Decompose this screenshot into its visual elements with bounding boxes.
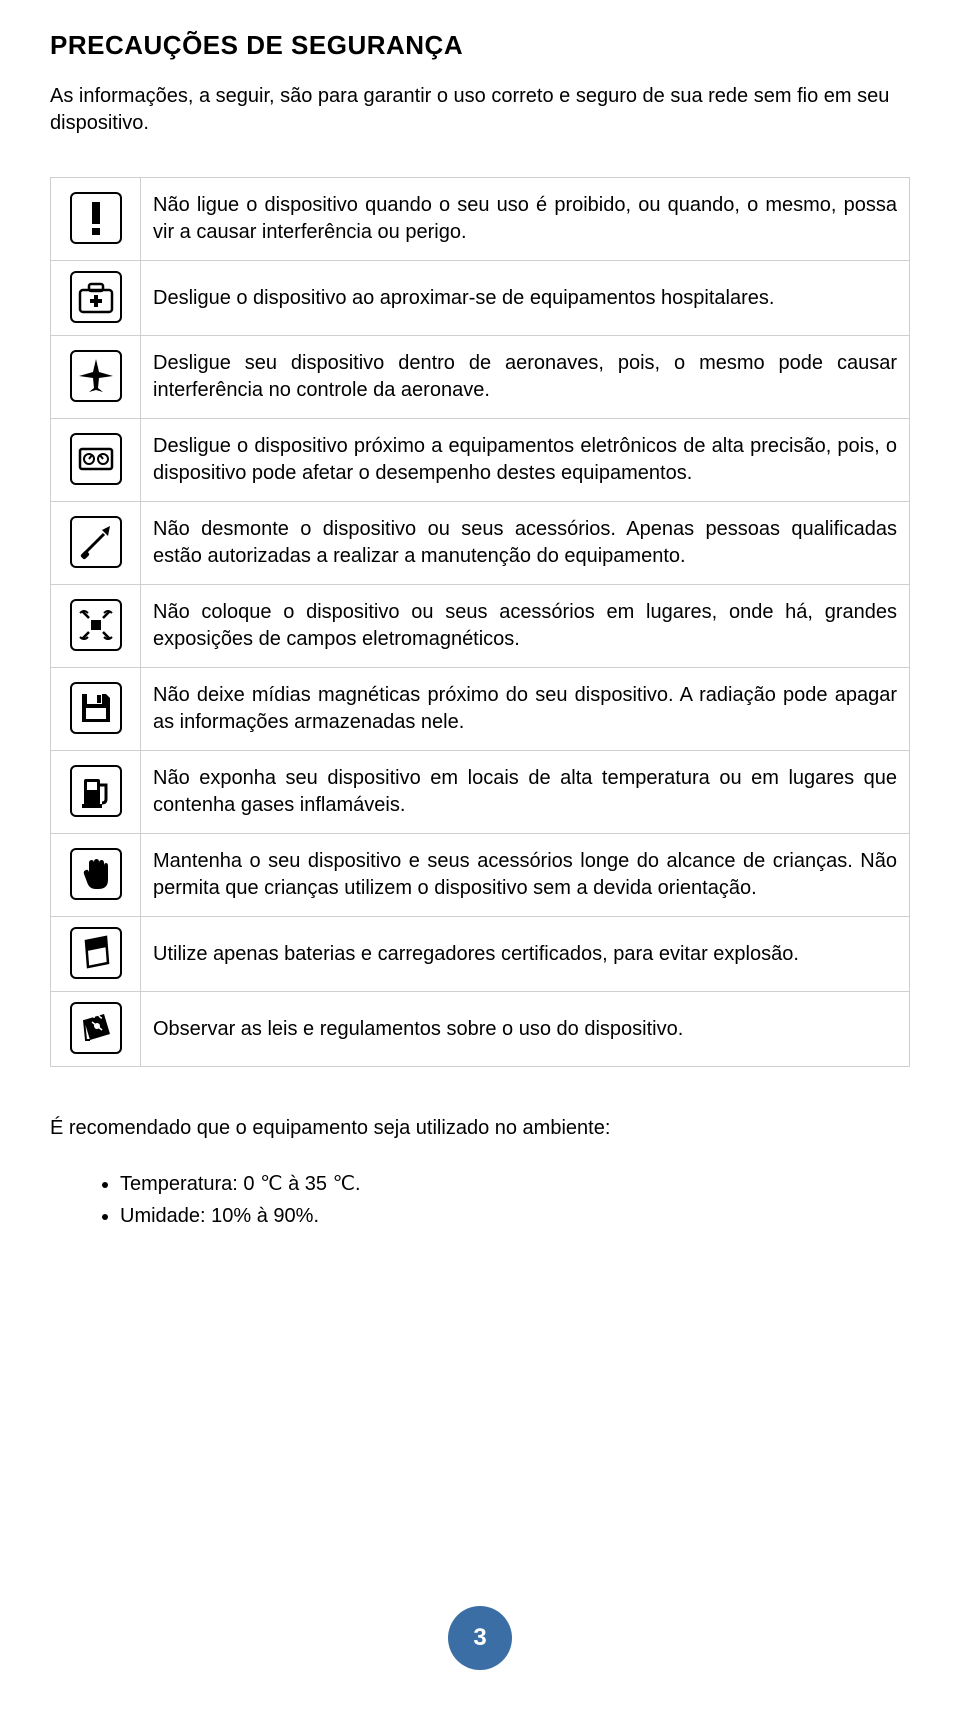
icon-cell <box>51 992 141 1067</box>
environment-list: Temperatura: 0 ℃ à 35 ℃. Umidade: 10% à … <box>120 1168 910 1232</box>
precaution-text: Desligue seu dispositivo dentro de aeron… <box>141 336 910 419</box>
table-row: Desligue o dispositivo próximo a equipam… <box>51 419 910 502</box>
intro-paragraph: As informações, a seguir, são para garan… <box>50 83 910 137</box>
table-row: Desligue seu dispositivo dentro de aeron… <box>51 336 910 419</box>
precaution-text: Observar as leis e regulamentos sobre o … <box>141 992 910 1067</box>
gauges-icon <box>70 433 122 485</box>
plane-icon <box>70 350 122 402</box>
fuel-icon <box>70 765 122 817</box>
screwdrv-icon <box>70 516 122 568</box>
lawbook-icon <box>70 1002 122 1054</box>
precaution-text: Desligue o dispositivo próximo a equipam… <box>141 419 910 502</box>
hand-icon <box>70 848 122 900</box>
exclaim-icon <box>70 192 122 244</box>
icon-cell <box>51 336 141 419</box>
precaution-text: Não exponha seu dispositivo em locais de… <box>141 751 910 834</box>
floppy-icon <box>70 682 122 734</box>
icon-cell <box>51 834 141 917</box>
table-row: Utilize apenas baterias e carregadores c… <box>51 917 910 992</box>
precaution-text: Não coloque o dispositivo ou seus acessó… <box>141 585 910 668</box>
page-title: PRECAUÇÕES DE SEGURANÇA <box>50 30 910 61</box>
precaution-text: Não ligue o dispositivo quando o seu uso… <box>141 178 910 261</box>
recommendation-text: É recomendado que o equipamento seja uti… <box>50 1117 910 1140</box>
table-row: Desligue o dispositivo ao aproximar-se d… <box>51 261 910 336</box>
precaution-text: Utilize apenas baterias e carregadores c… <box>141 917 910 992</box>
table-row: Não ligue o dispositivo quando o seu uso… <box>51 178 910 261</box>
precaution-text: Mantenha o seu dispositivo e seus acessó… <box>141 834 910 917</box>
icon-cell <box>51 419 141 502</box>
precaution-text: Não desmonte o dispositivo ou seus acess… <box>141 502 910 585</box>
icon-cell <box>51 751 141 834</box>
icon-cell <box>51 917 141 992</box>
precaution-text: Desligue o dispositivo ao aproximar-se d… <box>141 261 910 336</box>
page-number-badge: 3 <box>448 1606 512 1670</box>
table-row: Não coloque o dispositivo ou seus acessó… <box>51 585 910 668</box>
icon-cell <box>51 178 141 261</box>
table-row: Não desmonte o dispositivo ou seus acess… <box>51 502 910 585</box>
table-row: Observar as leis e regulamentos sobre o … <box>51 992 910 1067</box>
medkit-icon <box>70 271 122 323</box>
env-temperature: Temperatura: 0 ℃ à 35 ℃. <box>120 1168 910 1200</box>
icon-cell <box>51 585 141 668</box>
icon-cell <box>51 502 141 585</box>
table-row: Mantenha o seu dispositivo e seus acessó… <box>51 834 910 917</box>
env-humidity: Umidade: 10% à 90%. <box>120 1200 910 1232</box>
battery-icon <box>70 927 122 979</box>
table-row: Não exponha seu dispositivo em locais de… <box>51 751 910 834</box>
precaution-text: Não deixe mídias magnéticas próximo do s… <box>141 668 910 751</box>
icon-cell <box>51 668 141 751</box>
precautions-table: Não ligue o dispositivo quando o seu uso… <box>50 177 910 1067</box>
icon-cell <box>51 261 141 336</box>
table-row: Não deixe mídias magnéticas próximo do s… <box>51 668 910 751</box>
em-field-icon <box>70 599 122 651</box>
